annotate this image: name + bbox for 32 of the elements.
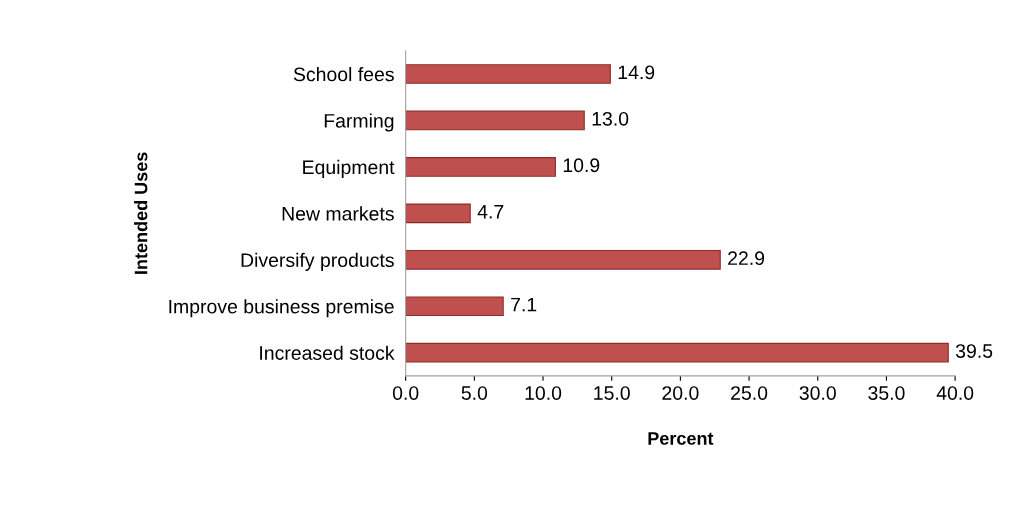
y-axis-title: Intended Uses — [134, 152, 148, 274]
data-label: 10.9 — [563, 158, 600, 173]
x-tick-label: 0.0 — [392, 386, 419, 400]
bar — [405, 157, 556, 177]
data-label: 14.9 — [618, 65, 655, 80]
data-label: 39.5 — [955, 344, 993, 358]
bar — [405, 110, 585, 131]
y-tick-label: Increased stock — [260, 345, 395, 360]
x-tick-label: 15.0 — [594, 386, 630, 400]
x-tick-label: 25.0 — [731, 386, 768, 400]
y-tick-label: Equipment — [303, 159, 395, 178]
y-tick-label: Diversify products — [241, 252, 394, 271]
x-tick-label: 40.0 — [936, 386, 974, 400]
y-tick-label: Improve business premise — [169, 299, 394, 318]
x-tick-label: 35.0 — [868, 386, 905, 400]
bar — [405, 203, 471, 224]
data-label: 7.1 — [511, 297, 537, 312]
data-label: 4.7 — [477, 205, 504, 219]
x-tick-label: 30.0 — [799, 386, 836, 400]
data-label: 22.9 — [728, 251, 765, 266]
y-tick-label: New markets — [282, 206, 394, 221]
bar — [405, 249, 721, 270]
x-tick-label: 5.0 — [461, 386, 488, 400]
bar — [405, 296, 504, 317]
bar — [405, 342, 949, 363]
data-label: 13.0 — [592, 111, 629, 126]
x-tick-label: 20.0 — [662, 386, 699, 400]
x-axis-title: Percent — [648, 432, 714, 445]
y-tick-label: School fees — [293, 66, 394, 82]
y-tick-label: Farming — [324, 113, 394, 132]
x-tick-label: 10.0 — [525, 386, 562, 400]
bar — [405, 64, 611, 84]
